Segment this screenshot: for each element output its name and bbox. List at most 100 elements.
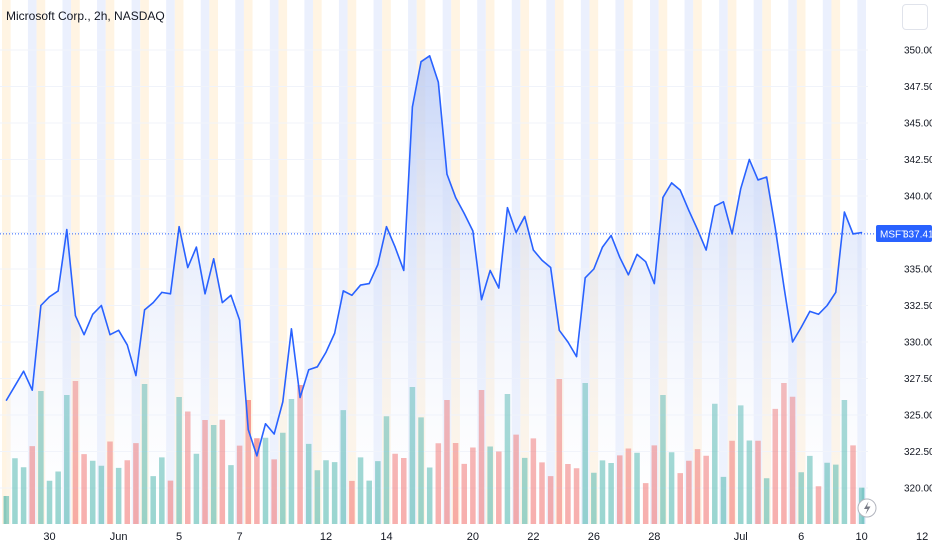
- price-point: [740, 188, 742, 190]
- price-point: [256, 455, 258, 457]
- price-point: [429, 55, 431, 57]
- price-point: [23, 370, 25, 372]
- price-point: [230, 294, 232, 296]
- price-point: [783, 285, 785, 288]
- price-point: [809, 310, 811, 312]
- price-point: [325, 351, 327, 353]
- price-point: [705, 249, 707, 251]
- price-point: [74, 315, 77, 317]
- price-point: [299, 396, 301, 399]
- price-point: [334, 332, 336, 334]
- price-point: [31, 389, 33, 391]
- price-point: [861, 231, 863, 234]
- price-point: [368, 283, 370, 285]
- session-band: [822, 0, 832, 524]
- price-point: [558, 329, 560, 331]
- x-tick-label: Jul: [734, 531, 748, 543]
- session-band: [140, 0, 149, 524]
- price-point: [515, 231, 517, 234]
- price-point: [575, 356, 578, 358]
- price-point: [126, 344, 128, 346]
- price-point: [524, 215, 526, 218]
- price-point: [247, 429, 249, 431]
- session-band: [243, 0, 253, 524]
- price-point: [826, 304, 828, 307]
- session-band: [788, 0, 797, 524]
- x-tick-label: 6: [798, 531, 804, 543]
- price-area-fill: [6, 55, 862, 525]
- x-tick-label: 7: [237, 531, 243, 543]
- y-tick-label: 322.50: [904, 447, 932, 458]
- price-point: [403, 269, 405, 272]
- session-band: [831, 0, 841, 524]
- session-band: [97, 0, 106, 524]
- session-band: [166, 0, 175, 524]
- price-point: [100, 304, 102, 307]
- price-point: [610, 234, 612, 237]
- price-point: [671, 182, 673, 184]
- chart-title: Microsoft Corp., 2h, NASDAQ: [6, 9, 165, 23]
- price-point: [835, 291, 837, 293]
- price-point: [135, 374, 137, 377]
- x-tick-label: Jun: [110, 531, 128, 543]
- price-point: [619, 256, 621, 258]
- price-point: [679, 189, 681, 191]
- y-tick-label: 332.50: [904, 301, 932, 312]
- price-line: [5, 55, 862, 457]
- session-band: [589, 0, 599, 524]
- price-point: [143, 309, 146, 311]
- session-band: [580, 0, 590, 524]
- session-band: [200, 0, 210, 524]
- price-point: [316, 366, 318, 368]
- y-tick-label: 347.50: [904, 82, 932, 93]
- price-point: [40, 304, 42, 307]
- y-tick-label: 330.00: [904, 338, 932, 349]
- x-axis: 30 Jun 5 7 12 14 20 22 26 28 Jul 6 10 12: [43, 531, 928, 543]
- price-area: [6, 55, 862, 525]
- session-band: [624, 0, 633, 524]
- price-point: [455, 196, 457, 199]
- price-point: [92, 313, 94, 315]
- x-tick-label: 22: [527, 531, 539, 543]
- session-band: [650, 0, 659, 524]
- price-point: [273, 433, 275, 435]
- replay-button[interactable]: [857, 498, 877, 518]
- price-point: [187, 266, 189, 269]
- price-point: [213, 258, 215, 260]
- price-point: [489, 269, 491, 272]
- price-point: [506, 207, 509, 209]
- price-point: [791, 341, 794, 343]
- session-band: [554, 0, 564, 524]
- x-tick-label: 30: [43, 531, 55, 543]
- price-point: [722, 201, 725, 203]
- price-line-series: [5, 55, 863, 457]
- session-band: [235, 0, 244, 524]
- x-tick-label: 26: [588, 531, 600, 543]
- session-band: [304, 0, 314, 524]
- x-tick-label: 12: [320, 531, 332, 543]
- price-point: [748, 158, 750, 161]
- price-point: [498, 287, 500, 289]
- price-point: [584, 277, 586, 279]
- price-point: [282, 401, 284, 403]
- price-point: [48, 296, 51, 298]
- last-price-symbol: MSFT: [880, 230, 907, 241]
- price-point: [593, 268, 595, 270]
- price-point: [541, 259, 543, 261]
- square-button-icon[interactable]: [902, 4, 928, 30]
- session-band: [131, 0, 141, 524]
- price-point: [480, 299, 483, 301]
- price-point: [178, 226, 180, 228]
- price-point: [463, 212, 465, 215]
- y-tick-label: 335.00: [904, 265, 932, 276]
- price-point: [696, 228, 699, 231]
- price-point: [550, 266, 552, 269]
- price-point: [152, 301, 154, 304]
- y-tick-label: 320.00: [904, 484, 932, 495]
- session-band: [278, 0, 288, 524]
- session-band: [105, 0, 115, 524]
- session-band: [485, 0, 495, 524]
- price-point: [161, 291, 163, 293]
